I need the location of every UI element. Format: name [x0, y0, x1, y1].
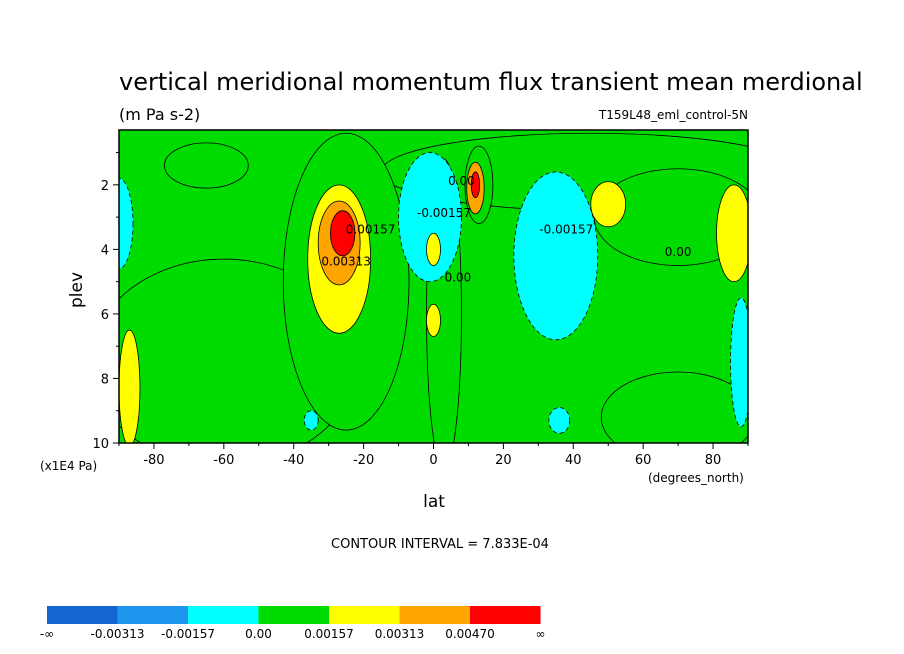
contour-label-4: 0.00 — [445, 271, 472, 285]
contour-label-3: -0.00157 — [417, 206, 471, 220]
colorbar-swatch-1 — [117, 606, 188, 624]
y-axis-label: plev — [67, 272, 87, 308]
contour-region-11 — [513, 171, 599, 341]
contour-region-12 — [730, 297, 748, 428]
x-units-label: (degrees_north) — [648, 471, 744, 485]
contour-region-23 — [548, 407, 571, 434]
chart-title: vertical meridional momentum flux transi… — [119, 68, 863, 96]
plot-area: 0.00 -0.00157 0.00 -0.00157 0.00 0.00157 0.003… — [118, 129, 749, 444]
colorbar-label-6: 0.00470 — [445, 627, 495, 641]
colorbar-label-3: 0.00 — [245, 627, 272, 641]
contour-label-1: -0.00157 — [539, 222, 593, 236]
colorbar-label-7: ∞ — [536, 627, 546, 641]
chart-units: (m Pa s-2) — [119, 105, 200, 124]
contour-region-10 — [398, 152, 462, 283]
y-units-label: (x1E4 Pa) — [40, 459, 97, 473]
colorbar-label-4: 0.00157 — [304, 627, 354, 641]
y-tick-label: 4 — [101, 243, 109, 258]
colorbar-label-5: 0.00313 — [375, 627, 425, 641]
x-tick-label: 40 — [565, 453, 582, 468]
contour-region-21 — [330, 210, 356, 257]
y-tick-label: 2 — [101, 179, 109, 194]
contour-region-7 — [600, 371, 748, 443]
x-axis: -80 -60 -40 -20 0 20 40 60 80 — [118, 443, 749, 468]
x-tick-label: 20 — [495, 453, 512, 468]
y-axis: 2 4 6 8 10 — [92, 152, 119, 452]
y-tick-label: 8 — [101, 372, 109, 387]
x-tick-label: -60 — [213, 453, 234, 468]
contour-region-16 — [119, 329, 141, 443]
contour-region-15 — [716, 184, 748, 283]
colorbar-swatch-0 — [47, 606, 118, 624]
colorbar-swatch-3 — [258, 606, 329, 624]
colorbar: -∞ -0.00313 -0.00157 0.00 0.00157 0.00313 0.00… — [40, 606, 546, 641]
x-tick-label: 80 — [705, 453, 722, 468]
contour-label-0: 0.00 — [665, 245, 692, 259]
x-axis-label: lat — [423, 492, 445, 512]
y-tick-label: 10 — [92, 437, 109, 452]
contour-region-22 — [470, 171, 481, 199]
x-tick-label: 60 — [635, 453, 652, 468]
contour-labels: 0.00 -0.00157 0.00 -0.00157 0.00 0.00157 0.003… — [321, 174, 691, 285]
contour-label-6: 0.00313 — [321, 255, 371, 269]
contour-region-14 — [590, 181, 627, 228]
dataset-label: T159L48_eml_control-5N — [598, 108, 748, 122]
colorbar-label-1: -0.00313 — [91, 627, 145, 641]
y-tick-label: 6 — [101, 308, 109, 323]
colorbar-label-2: -0.00157 — [161, 627, 215, 641]
contour-label-2: 0.00 — [448, 174, 475, 188]
contour-interval-text: CONTOUR INTERVAL = 7.833E-04 — [331, 537, 549, 552]
contour-label-5: 0.00157 — [346, 222, 396, 236]
contour-regions — [119, 132, 748, 443]
x-tick-label: -40 — [283, 453, 304, 468]
contour-region-24 — [303, 410, 319, 431]
colorbar-swatch-4 — [329, 606, 400, 624]
x-tick-label: -20 — [353, 453, 374, 468]
colorbar-swatch-6 — [470, 606, 541, 624]
x-tick-label: 0 — [429, 453, 437, 468]
contour-region-17 — [426, 232, 441, 266]
x-tick-label: -80 — [143, 453, 164, 468]
colorbar-label-0: -∞ — [40, 627, 54, 641]
contour-region-18 — [426, 303, 441, 337]
colorbar-swatch-5 — [399, 606, 470, 624]
colorbar-swatch-2 — [188, 606, 259, 624]
contour-region-1 — [164, 142, 249, 189]
